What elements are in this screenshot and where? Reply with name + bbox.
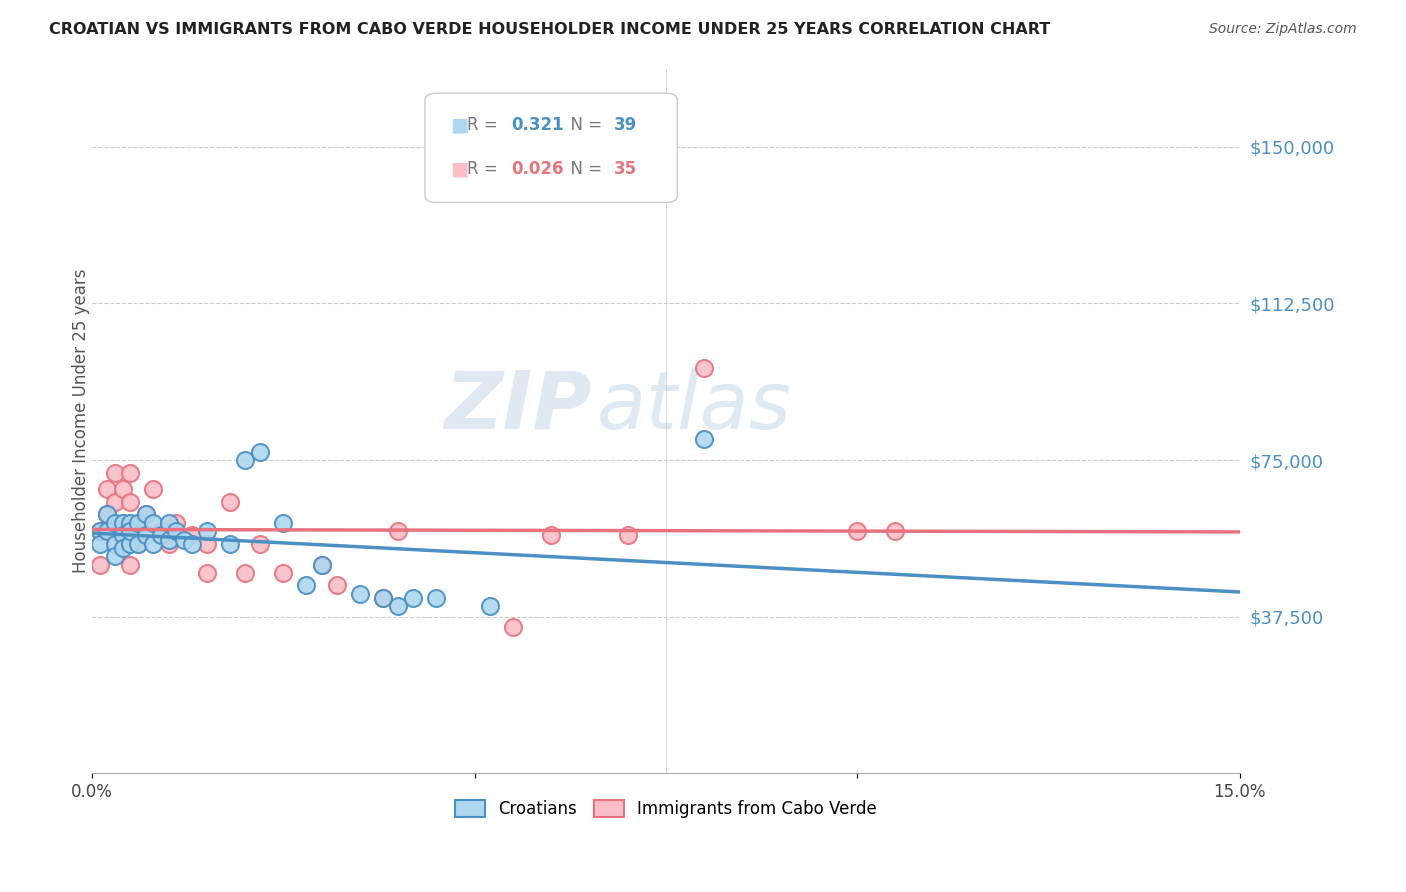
Point xyxy=(249,444,271,458)
Point xyxy=(96,483,118,497)
Text: Source: ZipAtlas.com: Source: ZipAtlas.com xyxy=(1209,22,1357,37)
Text: ■: ■ xyxy=(450,115,468,135)
Text: N =: N = xyxy=(561,116,607,134)
Point xyxy=(142,483,165,497)
Text: 39: 39 xyxy=(614,116,637,134)
Point xyxy=(120,558,142,572)
Point xyxy=(120,466,142,480)
Point xyxy=(326,578,349,592)
Point xyxy=(120,524,142,538)
Point xyxy=(120,537,142,551)
Point xyxy=(135,508,157,522)
Point xyxy=(425,591,447,605)
Text: R =: R = xyxy=(467,116,503,134)
Point xyxy=(96,508,118,522)
Point xyxy=(884,524,907,538)
Point xyxy=(165,524,187,538)
Point xyxy=(111,483,134,497)
Point xyxy=(218,537,240,551)
Point xyxy=(233,566,256,580)
Point xyxy=(150,524,173,538)
Point xyxy=(96,524,118,538)
Point xyxy=(142,537,165,551)
Point xyxy=(127,537,149,551)
Point xyxy=(104,466,127,480)
Point xyxy=(846,524,869,538)
Point xyxy=(104,537,127,551)
Point xyxy=(180,537,202,551)
Point xyxy=(693,361,716,376)
Point xyxy=(402,591,425,605)
Point xyxy=(120,516,142,530)
Point xyxy=(127,537,149,551)
Point xyxy=(371,591,394,605)
Text: R =: R = xyxy=(467,160,503,178)
Point xyxy=(173,533,195,547)
Point xyxy=(249,537,271,551)
Point xyxy=(195,524,218,538)
Y-axis label: Householder Income Under 25 years: Householder Income Under 25 years xyxy=(72,268,90,574)
Text: 0.321: 0.321 xyxy=(510,116,564,134)
Point xyxy=(195,537,218,551)
Point xyxy=(89,558,111,572)
Point xyxy=(157,533,180,547)
Text: 0.026: 0.026 xyxy=(510,160,564,178)
Point xyxy=(371,591,394,605)
Point xyxy=(540,528,562,542)
Point xyxy=(89,524,111,538)
Point xyxy=(111,516,134,530)
Point xyxy=(273,516,295,530)
Point xyxy=(104,549,127,564)
Point xyxy=(135,508,157,522)
Point xyxy=(96,508,118,522)
Point xyxy=(111,516,134,530)
Point xyxy=(89,537,111,551)
Point xyxy=(311,558,333,572)
Point xyxy=(127,516,149,530)
Point xyxy=(135,528,157,542)
Point xyxy=(295,578,318,592)
Point xyxy=(233,453,256,467)
Text: atlas: atlas xyxy=(598,368,792,446)
Point xyxy=(180,528,202,542)
Point xyxy=(502,620,524,634)
Point xyxy=(157,516,180,530)
Point xyxy=(387,599,409,614)
Text: N =: N = xyxy=(561,160,607,178)
Text: CROATIAN VS IMMIGRANTS FROM CABO VERDE HOUSEHOLDER INCOME UNDER 25 YEARS CORRELA: CROATIAN VS IMMIGRANTS FROM CABO VERDE H… xyxy=(49,22,1050,37)
Text: ■: ■ xyxy=(450,159,468,178)
Point xyxy=(89,524,111,538)
Point xyxy=(273,566,295,580)
Text: 35: 35 xyxy=(614,160,637,178)
Point xyxy=(195,566,218,580)
Point xyxy=(387,524,409,538)
Point xyxy=(150,528,173,542)
Text: ZIP: ZIP xyxy=(444,368,592,446)
Point xyxy=(478,599,501,614)
Point xyxy=(693,432,716,446)
Point xyxy=(311,558,333,572)
Point xyxy=(218,495,240,509)
Point xyxy=(111,528,134,542)
Point xyxy=(616,528,638,542)
Point xyxy=(104,516,127,530)
Point xyxy=(111,541,134,555)
Point xyxy=(349,587,371,601)
Point xyxy=(157,537,180,551)
Legend: Croatians, Immigrants from Cabo Verde: Croatians, Immigrants from Cabo Verde xyxy=(449,794,883,825)
Point xyxy=(120,495,142,509)
Point xyxy=(127,516,149,530)
FancyBboxPatch shape xyxy=(425,93,678,202)
Point xyxy=(165,516,187,530)
Point xyxy=(104,495,127,509)
Point xyxy=(142,516,165,530)
